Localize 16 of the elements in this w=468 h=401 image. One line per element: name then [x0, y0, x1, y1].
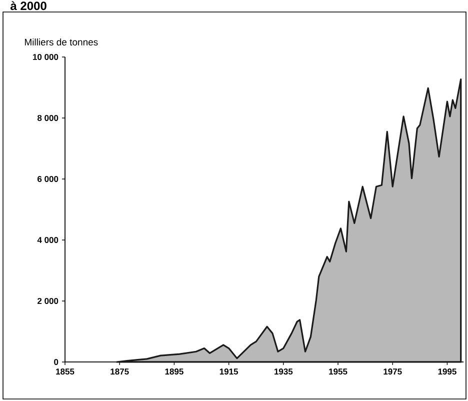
y-tick-label: 10 000: [33, 54, 58, 60]
y-tick-label: 6 000: [38, 176, 58, 182]
y-tick-label: 8 000: [37, 114, 58, 121]
x-tick-label: 1935: [274, 368, 293, 375]
x-tick-label: 1915: [220, 368, 238, 375]
y-tick-label: 2 000: [38, 298, 58, 304]
x-tick-label: 1875: [110, 368, 129, 375]
y-tick-label: 0: [54, 358, 58, 365]
chart-title: à 2000: [10, 1, 46, 10]
y-tick-label: 4 000: [37, 236, 58, 243]
y-axis-title: Milliers de tonnes: [24, 38, 98, 46]
x-tick-label: 1895: [165, 368, 184, 375]
x-tick-label: 1975: [384, 368, 402, 375]
x-tick-label: 1995: [438, 368, 456, 375]
x-tick-label: 1955: [329, 368, 348, 375]
x-tick-label: 1855: [56, 368, 74, 375]
